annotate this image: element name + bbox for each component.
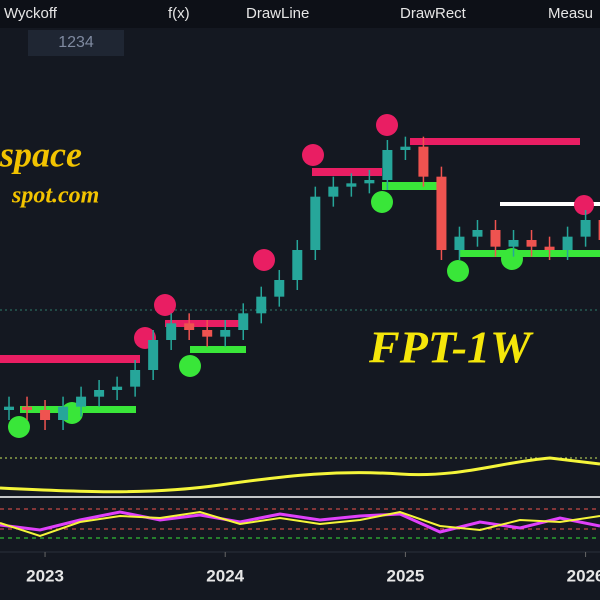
x-tick-label: 2023 [26, 566, 64, 585]
candle-body [58, 406, 69, 420]
x-tick-label: 2024 [206, 566, 244, 585]
candle-body [544, 246, 555, 250]
candle-body [112, 386, 123, 390]
candle-body [40, 410, 51, 420]
volume-average [0, 456, 600, 494]
input-box[interactable]: 1234 [28, 30, 124, 56]
candle-body [382, 150, 393, 180]
candle-body [490, 230, 501, 247]
chart-title: FPT-1W [368, 322, 534, 373]
signal-dot [501, 248, 523, 270]
candle-body [166, 323, 177, 340]
candle-body [22, 406, 33, 410]
level-bar [382, 182, 437, 190]
signal-dot [371, 191, 393, 213]
level-bar [460, 250, 600, 257]
toolbar-item[interactable]: Wyckoff [4, 5, 57, 22]
candle-body [454, 236, 465, 250]
signal-dot [154, 294, 176, 316]
candle-body [346, 183, 357, 187]
level-bar [500, 202, 600, 206]
signal-dot [574, 195, 594, 215]
level-bar [190, 346, 246, 353]
candle-body [4, 406, 15, 410]
candle-body [130, 370, 141, 387]
candle-body [76, 396, 87, 407]
toolbar: Wyckoff f(x) DrawLine DrawRect Measu [0, 0, 600, 28]
candle-body [310, 196, 321, 250]
candle-body [508, 240, 519, 247]
watermark: space [0, 134, 82, 174]
candle-body [220, 330, 231, 337]
candle-body [418, 146, 429, 177]
level-bar [312, 168, 382, 176]
candle-body [148, 340, 159, 370]
signal-dot [253, 249, 275, 271]
toolbar-item[interactable]: f(x) [168, 5, 190, 22]
toolbar-item[interactable]: DrawLine [246, 5, 310, 22]
candle-body [256, 296, 267, 314]
candle-body [562, 236, 573, 250]
signal-dot [8, 416, 30, 438]
watermark: spot.com [11, 183, 99, 209]
candle-body [526, 240, 537, 247]
candle-body [328, 186, 339, 197]
toolbar-item[interactable]: DrawRect [400, 5, 466, 22]
level-bar [410, 138, 580, 145]
candle-body [436, 176, 447, 250]
toolbar-item[interactable]: Measu [548, 5, 594, 22]
signal-dot [302, 144, 324, 166]
candle-body [472, 230, 483, 237]
candle-body [292, 250, 303, 280]
level-bar [165, 320, 245, 327]
candle-body [94, 390, 105, 397]
signal-dot [447, 260, 469, 282]
candle-body [274, 280, 285, 297]
candle-body [238, 313, 249, 330]
signal-dot [179, 355, 201, 377]
signal-dot [376, 114, 398, 136]
candle-body [400, 146, 411, 150]
candle-body [184, 323, 195, 330]
x-tick-label: 2026 [567, 566, 600, 585]
candle-body [364, 180, 375, 184]
candle-body [580, 220, 591, 237]
candle-body [202, 330, 213, 337]
x-tick-label: 2025 [386, 566, 424, 585]
candle-body [598, 220, 600, 240]
oscillator-signal [0, 510, 600, 538]
level-bar [0, 355, 140, 363]
